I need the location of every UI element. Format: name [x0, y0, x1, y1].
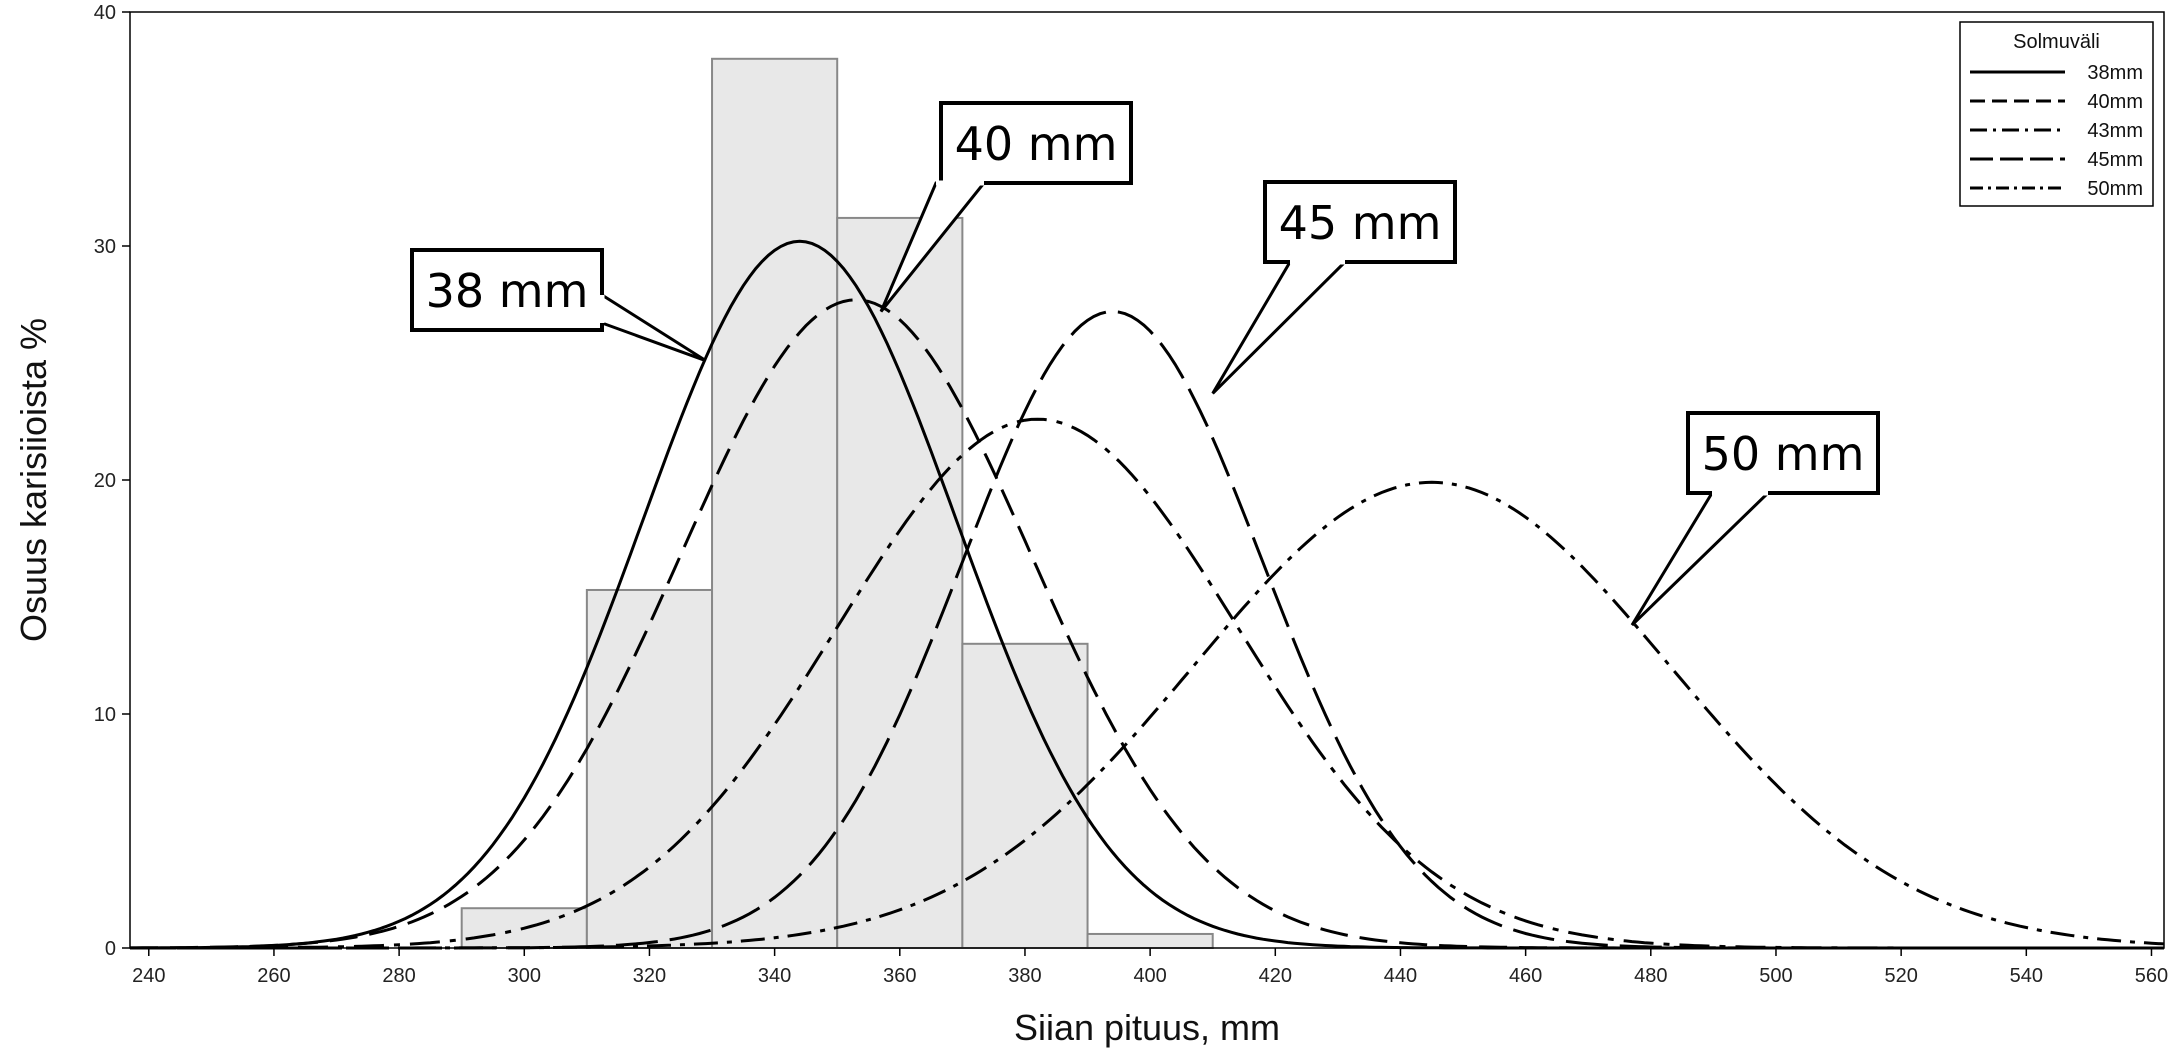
- callout-pointer-0: [600, 292, 707, 363]
- callout-pointer-3: [1630, 491, 1772, 627]
- callout-label-3: 50 mm: [1702, 427, 1865, 481]
- callout-label-0: 38 mm: [426, 264, 589, 318]
- y-tick-label-40: 40: [94, 2, 116, 24]
- y-tick-label-30: 30: [94, 236, 116, 258]
- histogram-bar-2: [711, 57, 839, 950]
- x-tick-label-400: 400: [1133, 965, 1166, 987]
- series-line-45mm: [130, 309, 2164, 950]
- legend-label-38mm: 38mm: [2087, 62, 2143, 84]
- y-tick-label-20: 20: [94, 470, 116, 492]
- histogram-bar-1: [585, 588, 714, 949]
- y-tick-label-0: 0: [105, 938, 116, 960]
- x-tick-label-260: 260: [257, 965, 290, 987]
- histogram-bar-3: [836, 216, 964, 950]
- histogram-bar-4: [961, 642, 1089, 949]
- callout-box-2: [1263, 180, 1457, 264]
- callout-pointer-2: [1211, 260, 1349, 395]
- callout-box-3: [1686, 411, 1880, 495]
- legend-label-40mm: 40mm: [2087, 91, 2143, 113]
- x-tick-label-240: 240: [132, 965, 165, 987]
- legend-label-50mm: 50mm: [2087, 178, 2143, 200]
- histogram-bar-5: [1086, 932, 1214, 950]
- legend: Solmuväli 38mm 40mm 43mm 45mm 50mm: [1959, 21, 2154, 207]
- x-tick-label-360: 360: [883, 965, 916, 987]
- histogram: [460, 57, 1214, 950]
- callout-box-0: [410, 248, 604, 332]
- x-tick-label-420: 420: [1259, 965, 1292, 987]
- x-tick-label-380: 380: [1008, 965, 1041, 987]
- axes: 240 260 280 300 320 340 360 380 400 420 440 460 480 5…: [94, 2, 2168, 987]
- callout-label-2: 45 mm: [1279, 196, 1442, 250]
- y-axis-title: Osuus karisiioista %: [13, 318, 54, 642]
- x-tick-label-480: 480: [1634, 965, 1667, 987]
- series-line-43mm: [130, 417, 2164, 950]
- x-tick-label-520: 520: [1884, 965, 1917, 987]
- x-tick-label-440: 440: [1384, 965, 1417, 987]
- y-tick-label-10: 10: [94, 704, 116, 726]
- x-tick-label-280: 280: [382, 965, 415, 987]
- x-tick-label-300: 300: [508, 965, 541, 987]
- legend-title: Solmuväli: [2013, 31, 2100, 53]
- series-line-50mm: [130, 480, 2165, 950]
- callouts: 38 mm 40 mm 45 mm 50 mm: [410, 101, 1880, 627]
- legend-label-43mm: 43mm: [2087, 120, 2143, 142]
- x-tick-label-340: 340: [758, 965, 791, 987]
- x-tick-label-320: 320: [633, 965, 666, 987]
- x-tick-label-500: 500: [1759, 965, 1792, 987]
- x-tick-label-560: 560: [2135, 965, 2168, 987]
- legend-box: [1959, 21, 2154, 207]
- density-curves: [130, 239, 2165, 950]
- x-axis-title: Siian pituus, mm: [1014, 1007, 1280, 1048]
- x-tick-label-540: 540: [2010, 965, 2043, 987]
- callout-label-1: 40 mm: [955, 117, 1118, 171]
- series-line-38mm: [130, 239, 2164, 950]
- legend-label-45mm: 45mm: [2087, 149, 2143, 171]
- x-tick-label-460: 460: [1509, 965, 1542, 987]
- series-line-40mm: [130, 298, 2164, 950]
- callout-box-1: [939, 101, 1133, 185]
